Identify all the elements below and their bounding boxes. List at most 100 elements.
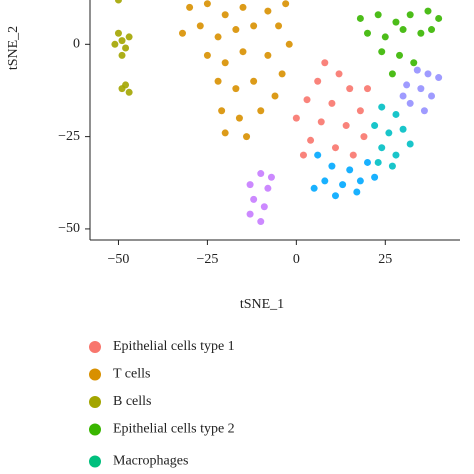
x-axis-label: tSNE_1 (240, 297, 284, 312)
x-tick-label: 0 (293, 252, 300, 267)
point (364, 29, 371, 37)
point (203, 0, 211, 8)
legend-label: Epithelial cells type 2 (113, 422, 235, 437)
legend-label: Epithelial cells type 1 (113, 339, 235, 354)
point (374, 11, 382, 19)
point (424, 7, 432, 15)
point (232, 26, 240, 34)
point (378, 144, 386, 152)
point (257, 218, 265, 226)
point (435, 14, 443, 22)
point (417, 29, 425, 37)
point (221, 129, 229, 137)
point (331, 192, 339, 200)
point (349, 151, 357, 159)
point (360, 133, 368, 141)
point (413, 66, 421, 74)
point (246, 181, 254, 189)
point (118, 51, 126, 59)
point (125, 33, 133, 41)
point (292, 114, 300, 122)
point (392, 110, 400, 118)
point (118, 37, 126, 45)
point (403, 81, 411, 89)
point (371, 122, 379, 130)
point (179, 29, 186, 37)
point (321, 59, 329, 67)
point (396, 51, 404, 59)
point (260, 203, 268, 211)
point (428, 26, 436, 34)
point (346, 85, 354, 93)
point (235, 114, 243, 122)
point (114, 0, 122, 4)
point (218, 107, 226, 115)
point (424, 70, 432, 78)
point (303, 96, 311, 104)
point (203, 51, 211, 59)
y-tick-label: −25 (58, 129, 80, 144)
point (346, 166, 354, 174)
point (275, 22, 283, 30)
point (314, 151, 322, 159)
point (118, 85, 126, 93)
point (239, 3, 247, 11)
point (388, 162, 396, 170)
point (356, 14, 364, 22)
point (364, 158, 371, 166)
point (267, 173, 275, 181)
legend-marker (89, 423, 101, 436)
point (257, 107, 265, 115)
point (356, 177, 364, 185)
legend-marker (89, 341, 101, 353)
point (122, 44, 130, 52)
point (221, 59, 229, 67)
legend-marker (89, 455, 101, 468)
point (364, 85, 371, 93)
point (111, 40, 119, 48)
point (392, 18, 400, 26)
point (271, 92, 279, 100)
point (378, 103, 386, 111)
legend-label: T cells (113, 367, 150, 382)
point (374, 158, 382, 166)
point (314, 77, 322, 85)
point (250, 22, 258, 30)
x-tick-label: 25 (378, 252, 392, 267)
point (282, 0, 290, 8)
point (399, 125, 407, 133)
point (264, 184, 272, 192)
y-tick-label: −50 (58, 221, 80, 236)
point (406, 99, 414, 107)
point (385, 129, 393, 137)
point (250, 77, 258, 85)
y-axis-label: tSNE_2 (6, 26, 21, 70)
point (125, 88, 133, 96)
x-tick-label: −25 (196, 252, 218, 267)
point (388, 70, 396, 78)
legend-marker (89, 396, 101, 408)
legend-label: Macrophages (113, 454, 188, 469)
x-tick-label: −50 (108, 252, 130, 267)
point (328, 162, 336, 170)
point (285, 40, 293, 48)
point (435, 74, 443, 82)
y-tick-label: 0 (73, 37, 80, 52)
point (371, 173, 379, 181)
point (264, 51, 272, 59)
point (353, 188, 361, 196)
point (239, 48, 247, 56)
point (392, 151, 400, 159)
point (246, 210, 254, 218)
point (410, 59, 418, 67)
point (278, 70, 286, 78)
point (257, 170, 265, 178)
point (399, 26, 407, 34)
point (420, 107, 428, 115)
point (381, 33, 389, 41)
point (317, 118, 325, 126)
point (299, 151, 307, 159)
point (221, 11, 229, 19)
point (114, 29, 122, 37)
